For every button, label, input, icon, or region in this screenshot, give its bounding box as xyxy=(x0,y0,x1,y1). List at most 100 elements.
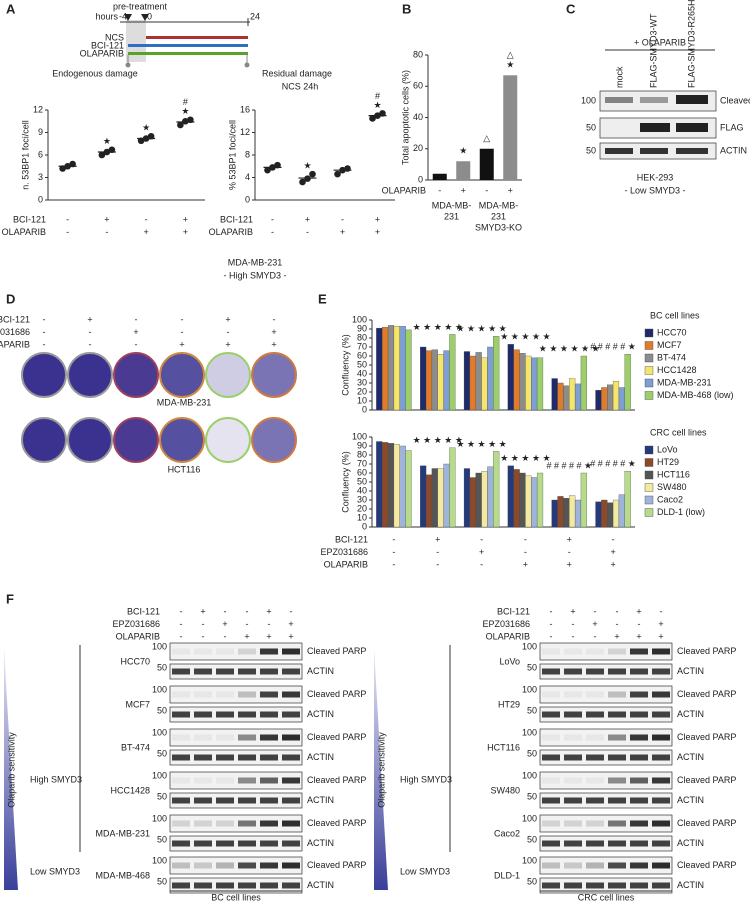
legend-label: DLD-1 (low) xyxy=(657,507,705,517)
band xyxy=(172,734,190,741)
footer: CRC cell lines xyxy=(578,892,635,902)
band xyxy=(282,691,300,698)
band xyxy=(564,754,582,761)
band xyxy=(172,754,190,761)
cell-line: HCT116 xyxy=(487,742,520,752)
well xyxy=(251,417,297,463)
y-tick-label: 60 xyxy=(413,81,423,91)
band xyxy=(564,691,582,698)
band xyxy=(630,840,648,847)
band xyxy=(652,711,670,718)
annotation: ★ ★ ★ ★ ★ xyxy=(500,332,550,342)
protein: Cleaved PARP xyxy=(720,95,750,105)
band xyxy=(260,820,278,827)
annotation: ★ ★ ★ ★ ★ xyxy=(413,322,463,332)
blot xyxy=(539,685,673,704)
sensitivity-wedge xyxy=(374,648,388,890)
annotation: ★ xyxy=(506,60,514,70)
bar xyxy=(507,465,514,528)
condition-sign: - xyxy=(572,631,575,641)
blot xyxy=(169,792,303,809)
band xyxy=(608,882,626,889)
condition-sign: + xyxy=(87,314,92,324)
marker: 100 xyxy=(522,684,537,694)
group-label: Low SMYD3 xyxy=(400,866,450,876)
band xyxy=(238,777,256,784)
band xyxy=(260,648,278,655)
data-point xyxy=(103,148,111,156)
subtitle: - Low SMYD3 - xyxy=(624,185,685,195)
legend-label: HCC1428 xyxy=(657,365,697,375)
condition-sign: + xyxy=(179,339,184,349)
condition-sign: + xyxy=(183,227,188,237)
band xyxy=(194,691,212,698)
data-point xyxy=(304,175,311,182)
condition-sign: + xyxy=(636,606,641,616)
bar xyxy=(618,494,625,528)
bar xyxy=(563,385,570,411)
condition-sign: - xyxy=(568,547,571,557)
blot xyxy=(169,771,303,790)
protein: Cleaved PARP xyxy=(677,775,736,785)
condition-sign: + xyxy=(610,559,615,569)
legend-swatch xyxy=(644,458,654,467)
annotation: ★ xyxy=(181,106,189,116)
band xyxy=(238,691,256,698)
band xyxy=(586,754,604,761)
marker: 100 xyxy=(152,727,167,737)
condition-label: EPZ031686 xyxy=(482,619,530,629)
marker: 100 xyxy=(152,684,167,694)
blot xyxy=(539,877,673,894)
cell-line: BT-474 xyxy=(121,742,150,752)
y-tick-label: 70 xyxy=(357,341,367,351)
data-point xyxy=(274,161,281,169)
annotation: ★ ★ ★ ★ ★ xyxy=(456,439,506,449)
annotation: ★ xyxy=(103,136,111,146)
band xyxy=(238,754,256,761)
band xyxy=(608,648,626,655)
condition-sign: + xyxy=(143,227,148,237)
annotation: ★ xyxy=(303,161,311,171)
y-tick-label: 9 xyxy=(38,127,43,137)
bar xyxy=(557,496,564,528)
band xyxy=(260,797,278,804)
protein: ACTIN xyxy=(677,709,704,719)
condition-sign: - xyxy=(202,619,205,629)
data-point xyxy=(374,112,381,119)
annotation: # # # # # ★ xyxy=(546,460,592,470)
band xyxy=(542,862,560,869)
band xyxy=(630,797,648,804)
marker: 50 xyxy=(157,876,167,886)
well xyxy=(159,352,205,398)
protein: Cleaved PARP xyxy=(677,860,736,870)
well xyxy=(205,352,251,398)
band xyxy=(238,862,256,869)
condition-label: OLAPARIB xyxy=(116,631,160,641)
bar xyxy=(569,378,576,411)
protein: ACTIN xyxy=(677,880,704,890)
marker: 50 xyxy=(527,662,537,672)
bar xyxy=(536,357,544,411)
band xyxy=(652,691,670,698)
legend-label: MDA-MB-231 xyxy=(657,377,712,387)
cell-line: LoVo xyxy=(499,656,520,666)
annotation: # xyxy=(375,91,380,101)
condition-sign: - xyxy=(271,227,274,237)
band xyxy=(282,711,300,718)
sensitivity-wedge xyxy=(4,648,18,890)
y-tick-label: 0 xyxy=(245,194,250,204)
bar xyxy=(475,472,482,528)
blot xyxy=(539,835,673,852)
annotation: ★ xyxy=(142,123,150,133)
bar xyxy=(525,355,532,411)
blot xyxy=(539,856,673,875)
legend-label: HCC70 xyxy=(657,327,687,337)
well xyxy=(113,352,159,398)
condition-sign: - xyxy=(66,227,69,237)
bar xyxy=(624,354,631,411)
data-point xyxy=(299,178,306,186)
band xyxy=(260,668,278,675)
gradient-label: Olaparib sensitivity xyxy=(376,732,386,808)
condition-sign: + xyxy=(266,631,271,641)
well xyxy=(67,417,113,463)
